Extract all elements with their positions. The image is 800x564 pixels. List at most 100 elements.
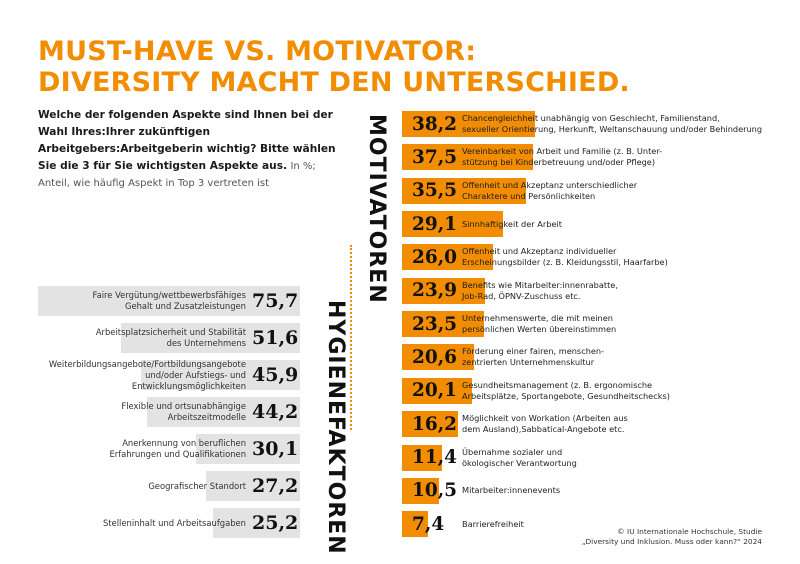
source-note: © IU Internationale Hochschule, Studie „… [582, 527, 762, 547]
motivator-bar [402, 377, 472, 404]
bar-label-text: Benefits wie Mitarbeiter:innenrabatte, Jo… [462, 279, 618, 301]
source-line-1: © IU Internationale Hochschule, Studie [617, 527, 762, 536]
hygiene-bar [121, 323, 300, 353]
hygiene-row: Flexible und ortsunabhängige Arbeitszeitm… [0, 397, 800, 427]
motivator-value-label: 11,4 [412, 447, 458, 468]
motivator-row: 20,6 Förderung einer fairen, menschen-zen… [0, 344, 800, 371]
motivator-value-label: 16,2 [412, 413, 458, 435]
motivator-bar-label: Möglichkeit von Workation (Arbeiten aus d… [462, 411, 628, 437]
hygiene-value-label: 25,2 [252, 512, 299, 534]
motivator-value-label: 7,4 [412, 513, 445, 535]
question-note: In %; Anteil, wie häufig Aspekt in Top 3… [38, 161, 316, 189]
motivator-bar [402, 511, 428, 538]
hygiene-row: Arbeitsplatzsicherheit und Stabilität des… [0, 323, 800, 353]
motivator-bar [402, 311, 484, 338]
bar-label-text: Unternehmenswerte, die mit meinen persönl… [462, 313, 617, 335]
bar-label-text: Flexible und ortsunabhängige Arbeitszeitm… [121, 401, 246, 422]
question-text: Welche der folgenden Aspekte sind Ihnen … [38, 109, 336, 172]
motivator-bar [402, 277, 486, 304]
motivator-bar [402, 411, 459, 438]
motivator-bar [402, 211, 504, 238]
hygiene-row: Geografischer Standort 27,2 [0, 471, 800, 501]
motivator-value-label: 37,5 [412, 146, 458, 168]
bar-label-text: Geografischer Standort [148, 480, 246, 491]
hygiene-bar-label: Stelleninhalt und Arbeitsaufgaben [40, 508, 246, 538]
motivator-row: 29,1 Sinnhaftigkeit der Arbeit [0, 211, 800, 238]
bar-label-text: Stelleninhalt und Arbeitsaufgaben [102, 517, 246, 528]
bar-label-text: Offenheit und Akzeptanz unterschiedliche… [462, 179, 638, 201]
hygiene-value-label: 27,2 [252, 475, 299, 497]
question-block: Welche der folgenden Aspekte sind Ihnen … [38, 107, 338, 192]
motivator-bar [402, 111, 535, 137]
motivator-value-label: 20,6 [412, 346, 458, 368]
motivator-row: 11,4 Übernahme sozialer und ökologischer V… [0, 444, 800, 471]
bar-label-text: Gesundheitsmanagement (z. B. ergonomisch… [462, 379, 670, 401]
motivator-row: 23,9 Benefits wie Mitarbeiter:innenrabatt… [0, 277, 800, 304]
title-line-1: MUST-HAVE VS. MOTIVATOR: [38, 36, 477, 67]
motivatoren-dotted-divider [350, 245, 352, 430]
hygiene-value-label: 30,1 [252, 438, 299, 460]
motivator-bar-label: Barrierefreiheit [462, 511, 524, 537]
bar-label-text: Barrierefreiheit [462, 518, 524, 529]
motivator-bar-label: Offenheit und Akzeptanz individueller Ers… [462, 244, 668, 270]
motivator-row: 38,2 Chancengleichheit unabhängig von Ges… [0, 111, 800, 137]
motivator-bar [402, 444, 442, 471]
bar-label-text: Förderung einer fairen, menschen-zentrie… [462, 346, 605, 368]
motivator-row: 10,5 Mitarbeiter:innenevents [0, 477, 800, 504]
motivator-value-label: 26,0 [412, 246, 458, 268]
motivator-value-label: 29,1 [412, 213, 458, 235]
motivator-bar [402, 177, 526, 204]
hygiene-value-label: 45,9 [252, 364, 299, 386]
motivator-value-label: 23,9 [412, 280, 458, 302]
motivator-value-label: 23,5 [412, 313, 458, 335]
hygiene-value-label: 44,2 [252, 401, 299, 423]
motivator-row: 37,5 Vereinbarkeit von Arbeit und Familie… [0, 144, 800, 171]
motivator-bar [402, 477, 439, 504]
hygiene-row: Anerkennung von beruflichen Erfahrungen u… [0, 434, 800, 464]
motivator-row: 20,1 Gesundheitsmanagement (z. B. ergonom… [0, 377, 800, 404]
source-line-2: „Diversity und Inklusion. Muss oder kann… [581, 537, 762, 546]
motivator-row: 16,2 Möglichkeit von Workation (Arbeiten … [0, 411, 800, 438]
hygiene-bar [38, 286, 300, 316]
hygiene-bar [212, 508, 300, 538]
bar-label-text: Offenheit und Akzeptanz individueller Ers… [462, 246, 668, 268]
hygiene-bar [195, 434, 300, 464]
hygiene-bar-label: Geografischer Standort [40, 471, 246, 501]
bar-label-text: Chancengleichheit unabhängig von Geschle… [462, 113, 763, 134]
motivator-bar-label: Förderung einer fairen, menschen-zentrie… [462, 344, 604, 370]
hygiene-value-label: 75,7 [252, 290, 299, 312]
hygiene-value-label: 51,6 [252, 327, 299, 349]
motivator-value-label: 38,2 [412, 113, 458, 135]
motivator-row: 7,4 Barrierefreiheit [0, 511, 800, 538]
hygiene-bar-label: Faire Vergütung/wettbewerbsfähiges Gehalt… [40, 286, 246, 316]
motivator-value-label: 35,5 [412, 180, 458, 202]
page-title: MUST-HAVE VS. MOTIVATOR: DIVERSITY MACHT… [38, 36, 630, 98]
motivator-bar-label: Unternehmenswerte, die mit meinen persönl… [462, 311, 616, 337]
hygiene-bar-label: Flexible und ortsunabhängige Arbeitszeitm… [40, 397, 246, 427]
motivator-bar-label: Offenheit und Akzeptanz unterschiedliche… [462, 178, 637, 204]
bar-label-text: Übernahme sozialer und ökologischer Veran… [462, 446, 577, 468]
bar-label-text: Anerkennung von beruflichen Erfahrungen u… [109, 438, 246, 459]
motivator-bar-label: Sinnhaftigkeit der Arbeit [462, 211, 562, 237]
hygiene-row: Weiterbildungsangebote/Fortbildungsangeb… [0, 358, 800, 391]
motivator-row: 26,0 Offenheit und Akzeptanz individuelle… [0, 244, 800, 271]
bar-label-text: Arbeitsplatzsicherheit und Stabilität des… [95, 327, 246, 348]
bar-label-text: Möglichkeit von Workation (Arbeiten aus d… [462, 413, 628, 435]
bar-label-text: Faire Vergütung/wettbewerbsfähiges Gehalt… [92, 290, 246, 311]
hygiene-row: Stelleninhalt und Arbeitsaufgaben 25,2 [0, 508, 800, 538]
bar-label-text: Mitarbeiter:innenevents [462, 485, 561, 496]
hygiene-bar [147, 397, 300, 427]
motivator-value-label: 10,5 [412, 480, 458, 502]
motivator-bar [402, 244, 493, 271]
hygiene-bar [141, 360, 300, 390]
motivator-bar-label: Benefits wie Mitarbeiter:innenrabatte, Jo… [462, 278, 618, 304]
motivator-bar-label: Gesundheitsmanagement (z. B. ergonomisch… [462, 378, 670, 404]
hygiene-bar-label: Arbeitsplatzsicherheit und Stabilität des… [40, 323, 246, 353]
bar-label-text: Sinnhaftigkeit der Arbeit [462, 218, 562, 229]
motivator-row: 35,5 Offenheit und Akzeptanz unterschiedl… [0, 177, 800, 204]
bar-label-text: Weiterbildungsangebote/Fortbildungsangeb… [48, 358, 246, 391]
title-line-2: DIVERSITY MACHT DEN UNTERSCHIED. [38, 67, 630, 98]
hygiene-row: Faire Vergütung/wettbewerbsfähiges Gehalt… [0, 286, 800, 316]
motivator-bar [402, 144, 533, 171]
motivator-row: 23,5 Unternehmenswerte, die mit meinen per… [0, 311, 800, 338]
